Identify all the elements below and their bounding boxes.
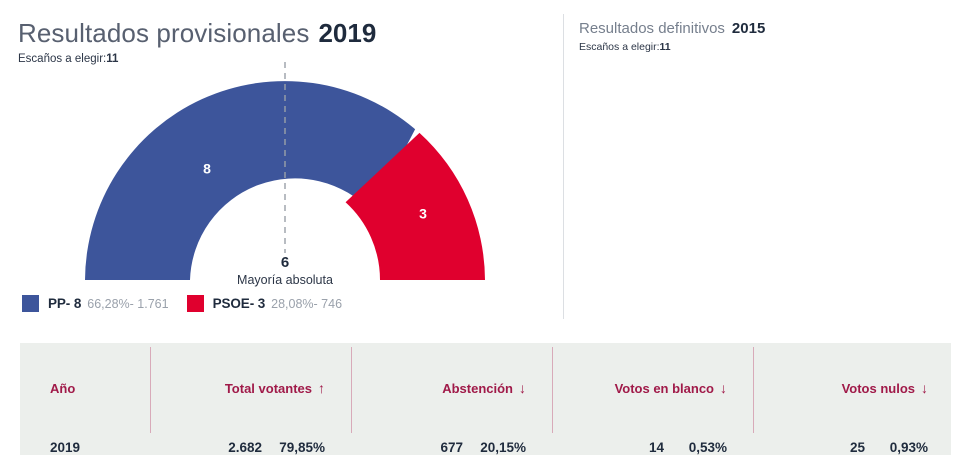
seats-to-elect: Escaños a elegir:11 xyxy=(579,41,765,53)
column-header-total-votantes-label: Total votantes xyxy=(224,381,312,396)
column-header-votos-en-blanco-label: Votos en blanco xyxy=(614,381,714,396)
results-panel-2015: Resultados definitivos 2015 Escaños a ele… xyxy=(564,0,967,330)
sort-arrow-down-icon: ↓ xyxy=(519,380,526,396)
legend-stat-psoe: 28,08%- 746 xyxy=(271,296,343,311)
column-header-total-votantes[interactable]: Total votantes ↑ xyxy=(151,343,351,433)
table-row[interactable]: 2019 2.682 79,85% 677 20,15% 14 0,53% xyxy=(20,433,954,461)
seats-to-elect-label: Escaños a elegir: xyxy=(579,41,660,53)
cell-abstencion: 677 20,15% xyxy=(352,433,552,461)
gauge-seat-count-psoe: 3 xyxy=(419,206,427,222)
sort-arrow-down-icon: ↓ xyxy=(921,380,928,396)
seats-to-elect-value: 11 xyxy=(106,53,119,65)
column-header-abstencion-label: Abstención xyxy=(442,381,513,396)
participation-table: Año Total votantes ↑ Abstención ↓ Votos en… xyxy=(20,343,951,455)
cell-total-votantes-percent: 79,85% xyxy=(279,439,325,455)
panel-year: 2019 xyxy=(318,18,377,48)
column-divider xyxy=(753,343,754,433)
panel-divider xyxy=(563,14,564,319)
legend-stat-pp: 66,28%- 1.761 xyxy=(87,296,169,311)
column-header-abstencion[interactable]: Abstención ↓ xyxy=(352,343,552,433)
results-panel-2019: Resultados provisionales 2019 Escaños a e… xyxy=(0,0,563,330)
column-header-votos-nulos[interactable]: Votos nulos ↓ xyxy=(754,343,954,433)
seat-gauge-2019: 8 3 6 Mayoría absoluta xyxy=(70,60,500,300)
sort-arrow-up-icon: ↑ xyxy=(318,380,325,396)
cell-abstencion-number: 677 xyxy=(440,439,463,455)
legend-item-pp[interactable]: PP- 8 66,28%- 1.761 xyxy=(22,295,169,312)
legend-2019: PP- 8 66,28%- 1.761 PSOE- 3 28,08%- 746 xyxy=(22,295,342,312)
majority-label: Mayoría absoluta xyxy=(237,273,333,287)
column-header-votos-nulos-label: Votos nulos xyxy=(841,381,915,396)
gauge-segment-psoe xyxy=(345,132,485,280)
seat-gauge-svg: 8 3 6 Mayoría absoluta xyxy=(85,62,485,287)
cell-total-votantes: 2.682 79,85% xyxy=(151,433,351,461)
seats-to-elect: Escaños a elegir:11 xyxy=(18,53,376,65)
panel-header-2019: Resultados provisionales 2019 Escaños a e… xyxy=(18,18,376,65)
column-header-votos-en-blanco[interactable]: Votos en blanco ↓ xyxy=(553,343,753,433)
gauge-segment-pp xyxy=(85,81,416,280)
legend-item-psoe[interactable]: PSOE- 3 28,08%- 746 xyxy=(186,295,343,312)
cell-votos-en-blanco-number: 14 xyxy=(648,439,664,455)
legend-swatch-psoe-icon xyxy=(186,295,204,312)
column-header-year[interactable]: Año xyxy=(20,343,150,433)
column-divider xyxy=(552,343,553,433)
panel-year: 2015 xyxy=(731,20,766,37)
cell-abstencion-percent: 20,15% xyxy=(480,439,526,455)
cell-votos-nulos-number: 25 xyxy=(849,439,865,455)
seats-to-elect-label: Escaños a elegir: xyxy=(18,53,107,65)
cell-votos-nulos: 25 0,93% xyxy=(754,433,954,461)
cell-votos-nulos-percent: 0,93% xyxy=(889,439,928,455)
legend-label-psoe: PSOE- 3 xyxy=(212,296,266,311)
legend-swatch-pp-icon xyxy=(22,295,39,312)
legend-label-pp: PP- 8 xyxy=(48,296,82,311)
table-header-row: Año Total votantes ↑ Abstención ↓ Votos en… xyxy=(20,343,954,433)
panel-title: Resultados definitivos xyxy=(579,20,725,37)
seats-to-elect-value: 11 xyxy=(659,41,671,53)
column-divider xyxy=(351,343,352,433)
gauge-seat-count-pp: 8 xyxy=(203,161,211,177)
cell-year: 2019 xyxy=(50,439,81,455)
column-header-year-label: Año xyxy=(50,380,76,396)
cell-total-votantes-number: 2.682 xyxy=(228,439,262,455)
panel-title: Resultados provisionales xyxy=(18,18,310,48)
cell-votos-en-blanco: 14 0,53% xyxy=(553,433,753,461)
panel-header-2015: Resultados definitivos 2015 Escaños a ele… xyxy=(579,20,765,53)
sort-arrow-down-icon: ↓ xyxy=(720,380,727,396)
participation-table-element: Año Total votantes ↑ Abstención ↓ Votos en… xyxy=(20,343,954,463)
cell-votos-en-blanco-percent: 0,53% xyxy=(688,439,727,455)
majority-number: 6 xyxy=(281,254,289,271)
column-divider xyxy=(150,343,151,433)
